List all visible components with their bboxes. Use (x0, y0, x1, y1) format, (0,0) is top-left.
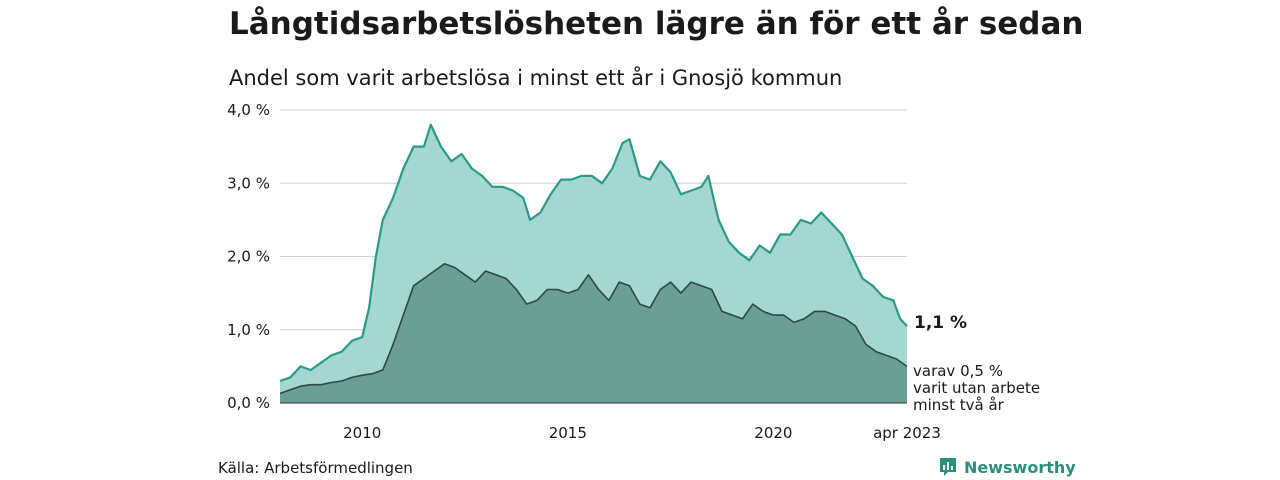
end-label-long: varav 0,5 % (913, 362, 1003, 380)
newsworthy-logo-icon (940, 458, 956, 476)
end-label-long: varit utan arbete (913, 379, 1040, 397)
x-tick-label: 2015 (549, 424, 587, 442)
end-label-total: 1,1 % (914, 313, 967, 333)
source-note: Källa: Arbetsförmedlingen (218, 459, 413, 477)
x-tick-label: 2020 (754, 424, 792, 442)
y-tick-label: 0,0 % (227, 394, 270, 412)
y-tick-label: 2,0 % (227, 248, 270, 266)
series-area-long (280, 263, 907, 403)
series-line-long (279, 263, 908, 395)
y-tick-label: 4,0 % (227, 101, 270, 119)
brand-logo[interactable]: Newsworthy (938, 456, 1076, 478)
x-tick-label: apr 2023 (873, 424, 941, 442)
y-tick-label: 1,0 % (227, 321, 270, 339)
end-label-long: minst två år (913, 396, 1005, 414)
x-tick-label: 2010 (343, 424, 381, 442)
y-tick-label: 3,0 % (227, 174, 270, 192)
series-line-total (279, 123, 908, 383)
chart-subtitle: Andel som varit arbetslösa i minst ett å… (229, 66, 843, 90)
brand-name: Newsworthy (964, 457, 1076, 477)
chart-title: Långtidsarbetslösheten lägre än för ett … (229, 6, 1084, 42)
